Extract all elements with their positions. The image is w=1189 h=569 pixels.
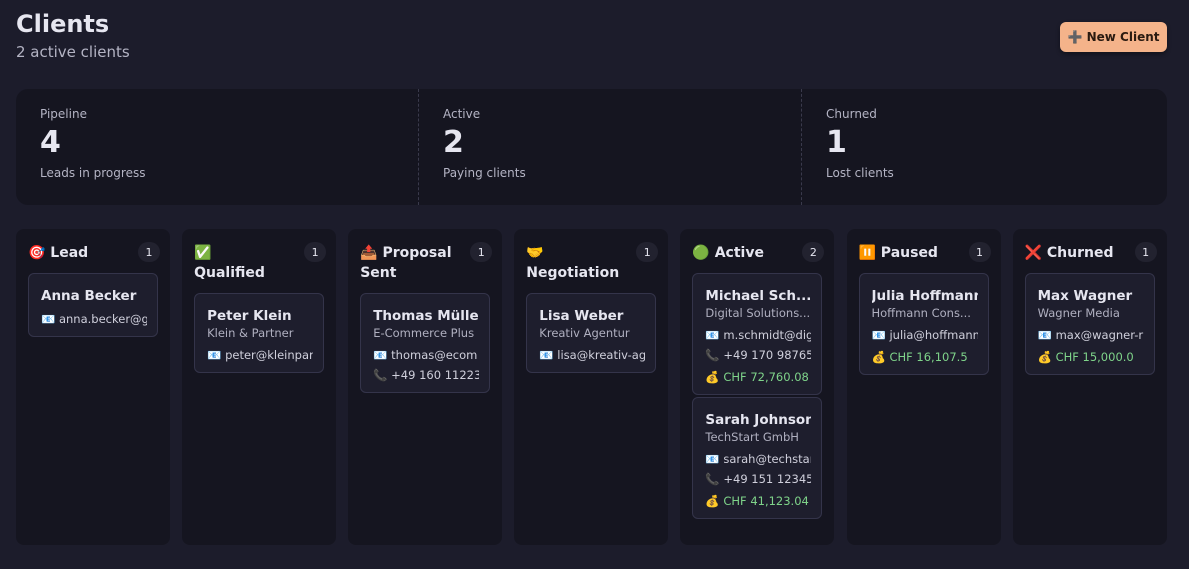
client-email: 📧 m.schmidt@dig xyxy=(705,328,812,342)
kanban-column: ⏸️ Paused 1 Julia Hoffmann Hoffmann Cons...… xyxy=(846,229,1001,545)
client-value: 💰 CHF 72,760.08 xyxy=(705,370,809,384)
kanban-column: 📤 Proposal Sent 1 Thomas Müller E-Commerce … xyxy=(348,229,503,545)
client-value: 💰 CHF 15,000.0 xyxy=(1037,350,1134,364)
client-email: 📧 max@wagner-r xyxy=(1037,328,1144,342)
column-count: 1 xyxy=(1134,242,1157,262)
client-name: Peter Klein xyxy=(207,308,292,324)
client-card[interactable]: Julia Hoffmann Hoffmann Cons... 📧 julia@ho… xyxy=(858,273,989,375)
client-company: Kreativ Agentur xyxy=(539,326,630,340)
column-title: ❌ Churned xyxy=(1024,245,1114,261)
client-value: 💰 CHF 41,123.04 xyxy=(705,494,809,508)
stat-note: Paying clients xyxy=(443,166,526,180)
stat-value: 1 xyxy=(826,125,847,160)
client-company: TechStart GmbH xyxy=(705,430,799,444)
client-email: 📧 lisa@kreativ-ag xyxy=(539,348,646,362)
client-email: 📧 thomas@ecom xyxy=(373,348,478,362)
client-phone: 📞 +49 151 123456 xyxy=(705,472,812,486)
client-card[interactable]: Max Wagner Wagner Media 📧 max@wagner-r 💰 CH… xyxy=(1024,273,1155,375)
client-card[interactable]: Lisa Weber Kreativ Agentur 📧 lisa@kreativ-… xyxy=(526,293,657,373)
stat-label: Active xyxy=(443,107,481,121)
new-client-button[interactable]: ➕ New Client xyxy=(1060,22,1167,52)
stat-card: Churned 1 Lost clients xyxy=(801,89,1167,205)
column-count: 1 xyxy=(304,242,327,262)
kanban-column: ❌ Churned 1 Max Wagner Wagner Media 📧 max@wa… xyxy=(1012,229,1167,545)
client-email: 📧 anna.becker@g xyxy=(41,312,147,326)
column-title: ⏸️ Paused xyxy=(858,245,938,261)
kanban-column: 🎯 Lead 1 Anna Becker 📧 anna.becker@g xyxy=(16,229,170,545)
stats-panel: Pipeline 4 Leads in progress Active 2 Paying … xyxy=(16,89,1167,205)
client-company: Hoffmann Cons... xyxy=(871,306,971,320)
stat-note: Leads in progress xyxy=(40,166,146,180)
client-company: Wagner Media xyxy=(1037,306,1120,320)
stat-value: 4 xyxy=(40,125,61,160)
client-value: 💰 CHF 16,107.5 xyxy=(871,350,968,364)
client-name: Anna Becker xyxy=(41,288,137,304)
column-count: 1 xyxy=(636,242,659,262)
client-company: Digital Solutions... xyxy=(705,306,811,320)
client-card[interactable]: Anna Becker 📧 anna.becker@g xyxy=(28,273,158,337)
column-title: 🤝 Negotiation xyxy=(526,245,620,281)
column-count: 1 xyxy=(470,242,493,262)
page-title: Clients xyxy=(16,10,110,38)
column-title: 🟢 Active xyxy=(692,245,764,261)
kanban-column: 🟢 Active 2 Michael Sch... Digital Solutions… xyxy=(680,229,835,545)
client-card[interactable]: Thomas Müller E-Commerce Plus 📧 thomas@eco… xyxy=(360,293,491,393)
client-name: Thomas Müller xyxy=(373,308,480,324)
stat-card: Pipeline 4 Leads in progress xyxy=(16,89,418,205)
page-subtitle: 2 active clients xyxy=(16,43,130,61)
client-name: Sarah Johnson xyxy=(705,412,812,428)
column-count: 1 xyxy=(968,242,991,262)
client-company: Klein & Partner xyxy=(207,326,294,340)
stat-note: Lost clients xyxy=(826,166,894,180)
client-card[interactable]: Sarah Johnson TechStart GmbH 📧 sarah@techs… xyxy=(692,397,823,519)
column-title: ✅ Qualified xyxy=(194,245,265,281)
column-count: 2 xyxy=(802,242,825,262)
client-email: 📧 peter@kleinpar xyxy=(207,348,314,362)
stat-value: 2 xyxy=(443,125,464,160)
client-email: 📧 sarah@techstar xyxy=(705,452,812,466)
column-title: 🎯 Lead xyxy=(28,245,89,261)
kanban-column: ✅ Qualified 1 Peter Klein Klein & Partner 📧 … xyxy=(182,229,337,545)
client-company: E-Commerce Plus xyxy=(373,326,475,340)
kanban-column: 🤝 Negotiation 1 Lisa Weber Kreativ Agentur 📧… xyxy=(514,229,669,545)
client-name: Julia Hoffmann xyxy=(871,288,978,304)
client-phone: 📞 +49 160 11223 xyxy=(373,368,480,382)
client-card[interactable]: Michael Sch... Digital Solutions... 📧 m.sc… xyxy=(692,273,823,395)
client-card[interactable]: Peter Klein Klein & Partner 📧 peter@kleinp… xyxy=(194,293,325,373)
client-name: Lisa Weber xyxy=(539,308,624,324)
client-phone: 📞 +49 170 987654 xyxy=(705,348,812,362)
stat-label: Churned xyxy=(826,107,877,121)
client-name: Michael Sch... xyxy=(705,288,812,304)
client-email: 📧 julia@hoffmann xyxy=(871,328,978,342)
client-name: Max Wagner xyxy=(1037,288,1133,304)
column-count: 1 xyxy=(138,242,160,262)
column-title: 📤 Proposal Sent xyxy=(360,245,452,281)
stat-label: Pipeline xyxy=(40,107,87,121)
stat-card: Active 2 Paying clients xyxy=(418,89,801,205)
